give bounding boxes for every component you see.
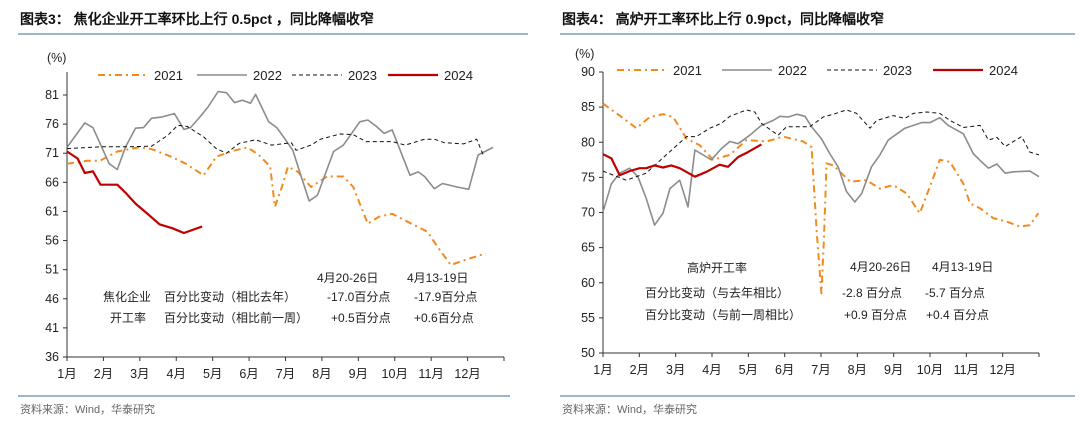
- annotation-row-2-v2: +0.4 百分点: [926, 308, 989, 322]
- x-tick-label: 3月: [130, 367, 149, 381]
- annotation-row-2-v1: +0.9 百分点: [844, 308, 907, 322]
- annotation-col-2: 4月13-19日: [407, 271, 468, 285]
- x-tick-label: 1月: [57, 367, 76, 381]
- y-tick-label: 76: [45, 117, 59, 131]
- x-tick-label: 4月: [702, 363, 721, 377]
- annotation-col-1: 4月20-26日: [850, 260, 911, 274]
- x-tick-label: 4月: [167, 367, 186, 381]
- annotation-row-1-v2: -5.7 百分点: [925, 286, 985, 300]
- chart-2-plot: 50 55 60 65 70 75 80 85 90 1月 2月 3月 4月 5月 6月 7月 8月 9月 10月 1…: [581, 63, 1040, 377]
- annotation-row-1-v1: -2.8 百分点: [842, 286, 902, 300]
- x-tick-label: 5月: [203, 367, 222, 381]
- y-tick-label: 46: [45, 292, 59, 306]
- x-tick-label: 9月: [884, 363, 903, 377]
- x-tick-label: 5月: [739, 363, 758, 377]
- x-tick-label: 12月: [989, 363, 1015, 377]
- x-tick-label: 8月: [312, 367, 331, 381]
- y-tick-label: 81: [45, 88, 59, 102]
- annotation-col-1: 4月20-26日: [317, 271, 378, 285]
- x-tick-label: 10月: [917, 363, 943, 377]
- y-unit-label: (%): [47, 51, 66, 65]
- annotation-label-b: 开工率: [110, 310, 146, 325]
- y-tick-label: 90: [581, 65, 595, 79]
- annotation-row-1-v2: -17.9百分点: [414, 290, 477, 304]
- chart-2-annotation: 高炉开工率 4月20-26日 4月13-19日 百分比变动（与去年相比） -2.…: [645, 260, 993, 322]
- y-tick-label: 60: [581, 276, 595, 290]
- legend-label-2024: 2024: [989, 63, 1018, 78]
- annotation-row-1-label: 百分比变动（与去年相比）: [645, 285, 789, 300]
- annotation-row-2-label: 百分比变动（相比前一周）: [164, 310, 308, 325]
- chart-2: 图表4： 高炉开工率环比上行 0.9pct，同比降幅收窄 (%) 高炉开工率 4…: [560, 11, 1075, 416]
- y-tick-label: 50: [581, 346, 595, 360]
- x-tick-label: 6月: [775, 363, 794, 377]
- x-tick-label: 3月: [666, 363, 685, 377]
- legend-label-2022: 2022: [778, 63, 807, 78]
- source-note: 资料来源：Wind，华泰研究: [20, 402, 155, 416]
- x-tick-label: 10月: [382, 367, 408, 381]
- x-tick-label: 11月: [418, 367, 443, 381]
- y-tick-label: 61: [45, 204, 59, 218]
- annotation-col-2: 4月13-19日: [932, 260, 993, 274]
- x-tick-label: 7月: [811, 363, 830, 377]
- series-line-2021: [602, 102, 1040, 295]
- x-tick-label: 2月: [94, 367, 113, 381]
- legend-label-2024: 2024: [444, 68, 473, 83]
- series-line-2023: [66, 124, 484, 156]
- x-tick-label: 2月: [630, 363, 649, 377]
- y-tick-label: 71: [45, 146, 59, 160]
- y-tick-label: 66: [45, 175, 59, 189]
- y-tick-label: 55: [581, 311, 595, 325]
- legend-label-2023: 2023: [883, 63, 912, 78]
- x-tick-label: 12月: [454, 367, 480, 381]
- x-tick-label: 6月: [239, 367, 258, 381]
- x-tick-label: 7月: [276, 367, 295, 381]
- chart-1: 图表3： 焦化企业开工率环比上行 0.5pct ，同比降幅收窄 (%) 4月20…: [18, 11, 528, 416]
- chart-1-annotation: 4月20-26日 4月13-19日 焦化企业 开工率 百分比变动（相比去年） -…: [103, 271, 477, 325]
- series-line-2021: [66, 146, 487, 266]
- series-line-2024: [66, 150, 203, 235]
- x-tick-label: 8月: [848, 363, 867, 377]
- annotation-row-2-v1: +0.5百分点: [331, 311, 391, 325]
- y-tick-label: 65: [581, 241, 595, 255]
- series-line-2022: [602, 113, 1040, 226]
- x-tick-label: 1月: [593, 363, 612, 377]
- y-tick-label: 51: [45, 263, 59, 277]
- y-tick-label: 75: [581, 170, 595, 184]
- y-tick-label: 70: [581, 206, 595, 220]
- series-line-2023: [602, 109, 1040, 181]
- y-tick-label: 85: [581, 100, 595, 114]
- annotation-heading: 高炉开工率: [687, 260, 747, 275]
- chart-1-title: 图表3： 焦化企业开工率环比上行 0.5pct ，同比降幅收窄: [20, 11, 374, 27]
- y-tick-label: 80: [581, 135, 595, 149]
- annotation-label-a: 焦化企业: [103, 289, 151, 304]
- x-tick-label: 9月: [349, 367, 368, 381]
- x-tick-label: 11月: [954, 363, 979, 377]
- series-line-2024: [602, 143, 762, 178]
- annotation-row-2-v2: +0.6百分点: [414, 311, 474, 325]
- y-tick-label: 56: [45, 234, 59, 248]
- series-line-2022: [66, 90, 494, 202]
- annotation-row-1-label: 百分比变动（相比去年）: [164, 289, 296, 304]
- source-note: 资料来源：Wind，华泰研究: [562, 402, 697, 416]
- legend-label-2022: 2022: [253, 68, 282, 83]
- chart-2-title: 图表4： 高炉开工率环比上行 0.9pct，同比降幅收窄: [562, 11, 884, 27]
- legend-label-2021: 2021: [154, 68, 183, 83]
- annotation-row-1-v1: -17.0百分点: [327, 290, 390, 304]
- legend-label-2021: 2021: [673, 63, 702, 78]
- annotation-row-2-label: 百分比变动（与前一周相比）: [645, 307, 801, 322]
- chart-1-plot: 36 41 46 51 56 61 66 71 76 81 1月 2月 3月 4月 5月 6月 7月 8月 9月 10…: [45, 68, 505, 381]
- y-tick-label: 41: [45, 321, 59, 335]
- y-unit-label: (%): [575, 47, 594, 61]
- y-tick-label: 36: [45, 350, 59, 364]
- legend-label-2023: 2023: [348, 68, 377, 83]
